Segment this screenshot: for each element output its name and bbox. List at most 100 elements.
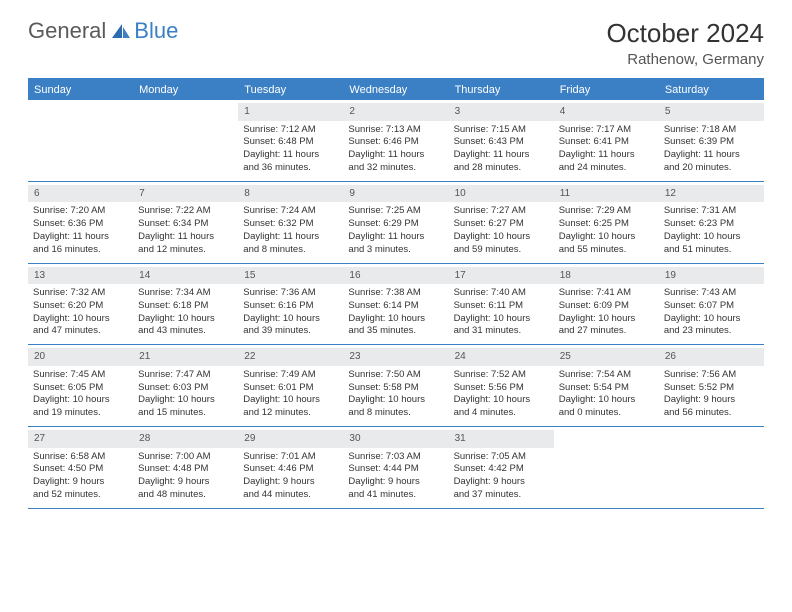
sunrise-text: Sunrise: 6:58 AM — [33, 451, 128, 464]
sunrise-text: Sunrise: 7:50 AM — [348, 369, 443, 382]
day-cell: 23Sunrise: 7:50 AMSunset: 5:58 PMDayligh… — [343, 345, 448, 426]
day-number: 26 — [659, 348, 764, 366]
day-cell: 27Sunrise: 6:58 AMSunset: 4:50 PMDayligh… — [28, 427, 133, 508]
day-number: 5 — [659, 103, 764, 121]
daylight-text: Daylight: 9 hours — [243, 476, 338, 489]
sunset-text: Sunset: 6:01 PM — [243, 382, 338, 395]
empty-cell — [133, 100, 238, 181]
daylight-text: and 16 minutes. — [33, 244, 128, 257]
sunrise-text: Sunrise: 7:52 AM — [454, 369, 549, 382]
daylight-text: and 28 minutes. — [454, 162, 549, 175]
sunrise-text: Sunrise: 7:12 AM — [243, 124, 338, 137]
daylight-text: Daylight: 9 hours — [33, 476, 128, 489]
daylight-text: and 32 minutes. — [348, 162, 443, 175]
daylight-text: and 47 minutes. — [33, 325, 128, 338]
day-number: 12 — [659, 185, 764, 203]
daylight-text: and 19 minutes. — [33, 407, 128, 420]
sunset-text: Sunset: 6:11 PM — [454, 300, 549, 313]
day-number: 2 — [343, 103, 448, 121]
daylight-text: Daylight: 11 hours — [454, 149, 549, 162]
day-cell: 31Sunrise: 7:05 AMSunset: 4:42 PMDayligh… — [449, 427, 554, 508]
day-header: Monday — [133, 80, 238, 100]
daylight-text: Daylight: 10 hours — [454, 313, 549, 326]
sunrise-text: Sunrise: 7:15 AM — [454, 124, 549, 137]
calendar: SundayMondayTuesdayWednesdayThursdayFrid… — [28, 78, 764, 509]
daylight-text: Daylight: 11 hours — [33, 231, 128, 244]
day-number: 6 — [28, 185, 133, 203]
day-number: 16 — [343, 267, 448, 285]
sunrise-text: Sunrise: 7:45 AM — [33, 369, 128, 382]
sunset-text: Sunset: 6:39 PM — [664, 136, 759, 149]
week-row: 20 Sunrise: 7:45 AMSunset: 6:05 PM Dayligh… — [28, 345, 764, 427]
day-cell: 26Sunrise: 7:56 AMSunset: 5:52 PMDayligh… — [659, 345, 764, 426]
day-number: 15 — [238, 267, 343, 285]
day-cell: 17Sunrise: 7:40 AMSunset: 6:11 PMDayligh… — [449, 264, 554, 345]
title-block: October 2024 Rathenow, Germany — [606, 18, 764, 68]
daylight-text: Daylight: 10 hours — [559, 394, 654, 407]
week-row: 13Sunrise: 7:32 AMSunset: 6:20 PMDayligh… — [28, 264, 764, 346]
daylight-text: and 8 minutes. — [243, 244, 338, 257]
daylight-text: and 3 minutes. — [348, 244, 443, 257]
sunrise-text: Sunrise: 7:25 AM — [348, 205, 443, 218]
day-number: 24 — [449, 348, 554, 366]
day-header: Tuesday — [238, 80, 343, 100]
daylight-text: Daylight: 10 hours — [33, 313, 128, 326]
day-number: 23 — [343, 348, 448, 366]
daylight-text: Daylight: 10 hours — [348, 313, 443, 326]
day-cell: 6Sunrise: 7:20 AMSunset: 6:36 PMDaylight… — [28, 182, 133, 263]
day-number: 30 — [343, 430, 448, 448]
sunset-text: Sunset: 6:05 PM — [33, 382, 128, 395]
day-cell: 15Sunrise: 7:36 AMSunset: 6:16 PMDayligh… — [238, 264, 343, 345]
day-number: 28 — [133, 430, 238, 448]
day-number: 8 — [238, 185, 343, 203]
sunset-text: Sunset: 6:25 PM — [559, 218, 654, 231]
daylight-text: and 23 minutes. — [664, 325, 759, 338]
day-cell: 3Sunrise: 7:15 AMSunset: 6:43 PMDaylight… — [449, 100, 554, 181]
sunrise-text: Sunrise: 7:00 AM — [138, 451, 233, 464]
sunrise-text: Sunrise: 7:22 AM — [138, 205, 233, 218]
sunrise-text: Sunrise: 7:49 AM — [243, 369, 338, 382]
daylight-text: and 44 minutes. — [243, 489, 338, 502]
sunset-text: Sunset: 5:56 PM — [454, 382, 549, 395]
sunrise-text: Sunrise: 7:47 AM — [138, 369, 233, 382]
daylight-text: and 36 minutes. — [243, 162, 338, 175]
daylight-text: and 35 minutes. — [348, 325, 443, 338]
daylight-text: Daylight: 10 hours — [559, 313, 654, 326]
day-header: Friday — [554, 80, 659, 100]
day-cell: 13Sunrise: 7:32 AMSunset: 6:20 PMDayligh… — [28, 264, 133, 345]
daylight-text: Daylight: 10 hours — [454, 231, 549, 244]
sunset-text: Sunset: 6:29 PM — [348, 218, 443, 231]
day-header: Thursday — [449, 80, 554, 100]
daylight-text: Daylight: 11 hours — [664, 149, 759, 162]
empty-cell — [659, 427, 764, 508]
day-number: 20 — [28, 348, 133, 366]
daylight-text: and 20 minutes. — [664, 162, 759, 175]
daylight-text: and 37 minutes. — [454, 489, 549, 502]
daylight-text: and 24 minutes. — [559, 162, 654, 175]
daylight-text: and 15 minutes. — [138, 407, 233, 420]
day-number: 19 — [659, 267, 764, 285]
day-number: 11 — [554, 185, 659, 203]
sunset-text: Sunset: 6:46 PM — [348, 136, 443, 149]
day-number: 25 — [554, 348, 659, 366]
empty-cell — [554, 427, 659, 508]
day-cell: 5Sunrise: 7:18 AMSunset: 6:39 PMDaylight… — [659, 100, 764, 181]
day-cell: 12Sunrise: 7:31 AMSunset: 6:23 PMDayligh… — [659, 182, 764, 263]
day-cell: 9Sunrise: 7:25 AMSunset: 6:29 PMDaylight… — [343, 182, 448, 263]
sunset-text: Sunset: 6:16 PM — [243, 300, 338, 313]
day-cell: 4Sunrise: 7:17 AMSunset: 6:41 PMDaylight… — [554, 100, 659, 181]
day-cell: 1Sunrise: 7:12 AMSunset: 6:48 PMDaylight… — [238, 100, 343, 181]
day-number: 21 — [133, 348, 238, 366]
day-cell: 11Sunrise: 7:29 AMSunset: 6:25 PMDayligh… — [554, 182, 659, 263]
day-number: 9 — [343, 185, 448, 203]
daylight-text: Daylight: 10 hours — [664, 313, 759, 326]
daylight-text: Daylight: 10 hours — [243, 313, 338, 326]
sunrise-text: Sunrise: 7:24 AM — [243, 205, 338, 218]
sunset-text: Sunset: 4:48 PM — [138, 463, 233, 476]
sunset-text: Sunset: 6:20 PM — [33, 300, 128, 313]
header: General Blue October 2024 Rathenow, Germ… — [28, 18, 764, 68]
sunrise-text: Sunrise: 7:01 AM — [243, 451, 338, 464]
day-number: 3 — [449, 103, 554, 121]
sunrise-text: Sunrise: 7:20 AM — [33, 205, 128, 218]
daylight-text: Daylight: 10 hours — [664, 231, 759, 244]
